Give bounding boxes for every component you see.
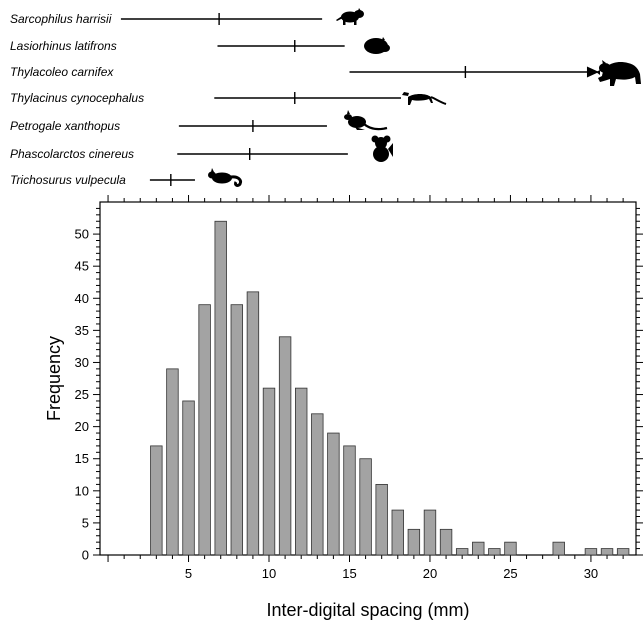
- bar: [439, 528, 453, 556]
- tick-labels: 5 10 15 20 25 30 0 5 10 15 20 25 30 35 40 45 50: [75, 227, 599, 581]
- x-tick-label: 30: [584, 566, 598, 581]
- y-tick-label: 40: [75, 291, 89, 306]
- x-axis-title: Inter-digital spacing (mm): [266, 600, 469, 620]
- y-tick-label: 25: [75, 387, 89, 402]
- y-tick-label: 35: [75, 323, 89, 338]
- bar: [198, 304, 211, 556]
- bar: [311, 413, 324, 556]
- bar: [359, 458, 372, 556]
- bar: [455, 548, 469, 556]
- y-tick-label: 0: [82, 548, 89, 563]
- y-tick-label: 10: [75, 483, 89, 498]
- devil-icon: [336, 8, 364, 25]
- species-row: Sarcophilus harrisii: [10, 8, 364, 26]
- x-tick-label: 15: [342, 566, 356, 581]
- x-tick-label: 10: [262, 566, 276, 581]
- y-tick-label: 5: [82, 515, 89, 530]
- y-tick-label: 45: [75, 259, 89, 274]
- x-tick-label: 5: [185, 566, 192, 581]
- bar: [214, 220, 227, 556]
- bar: [391, 509, 404, 556]
- species-label: Thylacinus cynocephalus: [10, 91, 144, 105]
- species-row: Trichosurus vulpecula: [10, 168, 242, 187]
- bar: [278, 336, 292, 556]
- wombat-icon: [364, 37, 390, 54]
- species-label: Thylacoleo carnifex: [10, 65, 114, 79]
- histogram: 5 10 15 20 25 30 0 5 10 15 20 25 30 35 40 45 50 Frequenc…: [44, 195, 643, 620]
- bar: [616, 548, 630, 556]
- bar: [150, 445, 163, 556]
- bar: [375, 483, 388, 556]
- bar: [488, 548, 501, 556]
- species-label: Sarcophilus harrisii: [10, 12, 112, 26]
- range-arrow: [586, 66, 599, 78]
- y-tick-label: 50: [75, 227, 89, 242]
- bars: [150, 220, 630, 556]
- bar: [327, 432, 340, 556]
- species-label: Lasiorhinus latifrons: [10, 39, 117, 53]
- marsupial-lion-icon: [596, 60, 641, 86]
- axis-ticks: [93, 195, 643, 562]
- y-tick-label: 15: [75, 451, 89, 466]
- bar: [246, 291, 260, 556]
- bar: [407, 528, 421, 556]
- bar: [166, 368, 179, 556]
- y-tick-label: 30: [75, 355, 89, 370]
- x-tick-label: 20: [423, 566, 437, 581]
- bar: [230, 304, 244, 556]
- possum-icon: [208, 168, 242, 187]
- bar: [262, 387, 276, 556]
- y-axis-title: Frequency: [44, 336, 64, 421]
- bar: [423, 509, 437, 556]
- bar: [295, 387, 308, 556]
- species-row: Thylacinus cynocephalus: [10, 91, 447, 105]
- species-row: Lasiorhinus latifrons: [10, 37, 390, 54]
- y-tick-label: 20: [75, 419, 89, 434]
- thylacine-icon: [402, 92, 447, 105]
- species-row: Thylacoleo carnifex: [10, 60, 641, 86]
- species-label: Petrogale xanthopus: [10, 119, 120, 133]
- species-label: Phascolarctos cinereus: [10, 147, 134, 161]
- rock-wallaby-icon: [344, 110, 388, 131]
- bar: [600, 548, 614, 556]
- bar: [343, 445, 356, 556]
- species-row: Phascolarctos cinereus: [10, 135, 393, 162]
- species-range-panel: Sarcophilus harrisii Lasiorhinus latifron…: [10, 8, 641, 187]
- bar: [552, 541, 565, 556]
- species-row: Petrogale xanthopus: [10, 110, 388, 133]
- bar: [584, 548, 598, 556]
- bar: [182, 400, 195, 556]
- species-label: Trichosurus vulpecula: [10, 173, 126, 187]
- x-tick-label: 25: [503, 566, 517, 581]
- bar: [472, 541, 485, 556]
- koala-icon: [371, 135, 393, 162]
- bar: [504, 541, 517, 556]
